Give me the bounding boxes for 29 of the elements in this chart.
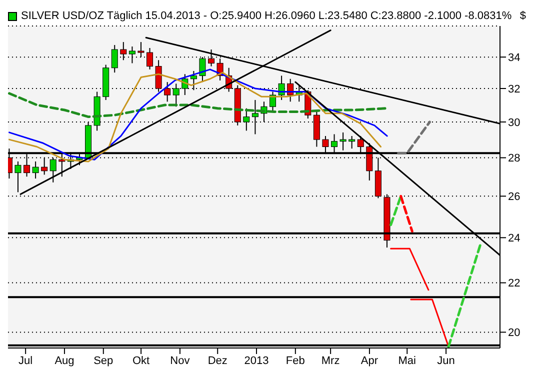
x-tick-label: Mai	[398, 354, 416, 367]
x-tick-label: Jul	[18, 354, 33, 367]
y-tick-label: 20	[508, 327, 520, 340]
x-tick-label: 2013	[244, 354, 269, 367]
x-tick-label: Mrz	[321, 354, 340, 367]
chart-title: SILVER USD/OZ Täglich 15.04.2013 - O:25.9400 H:26.0960 L:23.5480 C:23.8800 -2.1000 -8.0831%	[21, 10, 512, 22]
x-tick-label: Jun	[437, 354, 455, 367]
x-tick-label: Okt	[132, 354, 150, 367]
candlestick	[243, 108, 250, 132]
y-tick-label: 34	[508, 52, 520, 64]
x-tick-label: Nov	[170, 354, 190, 367]
candlestick	[348, 135, 356, 150]
candlestick	[111, 44, 118, 74]
y-tick-label: 30	[508, 116, 520, 129]
y-tick-label: 26	[508, 191, 520, 204]
candlestick	[32, 160, 39, 180]
y-tick-label: 22	[508, 278, 520, 290]
x-tick-label: Dez	[208, 354, 228, 367]
y-axis-title: $	[520, 10, 526, 22]
x-tick-label: Aug	[54, 354, 74, 367]
x-tick-label: Sep	[94, 354, 114, 367]
x-tick-label: Apr	[360, 354, 378, 367]
candlestick	[155, 60, 162, 92]
candlestick	[14, 160, 22, 193]
line-series	[8, 92, 388, 118]
y-tick-label: 28	[508, 152, 520, 165]
x-tick-label: Feb	[286, 354, 305, 367]
y-tick-label: 32	[508, 83, 520, 96]
y-tick-label: 24	[508, 232, 520, 245]
